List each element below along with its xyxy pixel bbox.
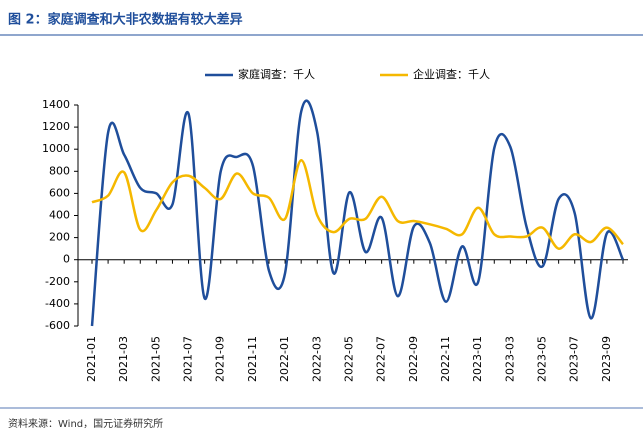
x-tick-label: 2021-05 [149,336,162,382]
series-line [91,158,624,250]
y-tick-label: 0 [63,253,70,266]
legend-label: 家庭调查：千人 [238,67,315,81]
x-tick-label: 2022-07 [375,336,388,382]
x-tick-label: 2021-09 [214,336,227,382]
legend-label: 企业调查：千人 [413,67,490,81]
x-tick-label: 2022-05 [342,336,355,382]
y-tick-label: -200 [45,275,70,288]
x-tick-label: 2022-03 [310,336,323,382]
x-tick-label: 2022-09 [407,336,420,382]
x-tick-label: 2023-07 [568,336,581,382]
y-tick-label: -600 [45,319,70,332]
x-tick-label: 2023-05 [536,336,549,382]
y-tick-label: 200 [49,231,70,244]
x-tick-label: 2022-01 [278,336,291,382]
y-tick-label: 600 [49,186,70,199]
x-tick-label: 2021-11 [246,336,259,382]
y-tick-label: 1000 [42,142,70,155]
x-tick-label: 2023-01 [471,336,484,382]
y-tick-label: -400 [45,297,70,310]
x-tick-label: 2021-03 [117,336,130,382]
y-tick-label: 1200 [42,120,70,133]
chart-title: 图 2：家庭调查和大非农数据有较大差异 [8,12,243,28]
x-tick-label: 2021-01 [85,336,98,382]
x-tick-label: 2023-03 [503,336,516,382]
x-tick-label: 2023-09 [600,336,613,382]
x-tick-label: 2022-11 [439,336,452,382]
y-tick-label: 800 [49,164,70,177]
y-tick-label: 1400 [42,98,70,111]
series-line [90,99,625,327]
source: 资料来源：Wind，国元证券研究所 [8,417,163,430]
x-tick-label: 2021-07 [182,336,195,382]
y-tick-label: 400 [49,209,70,222]
